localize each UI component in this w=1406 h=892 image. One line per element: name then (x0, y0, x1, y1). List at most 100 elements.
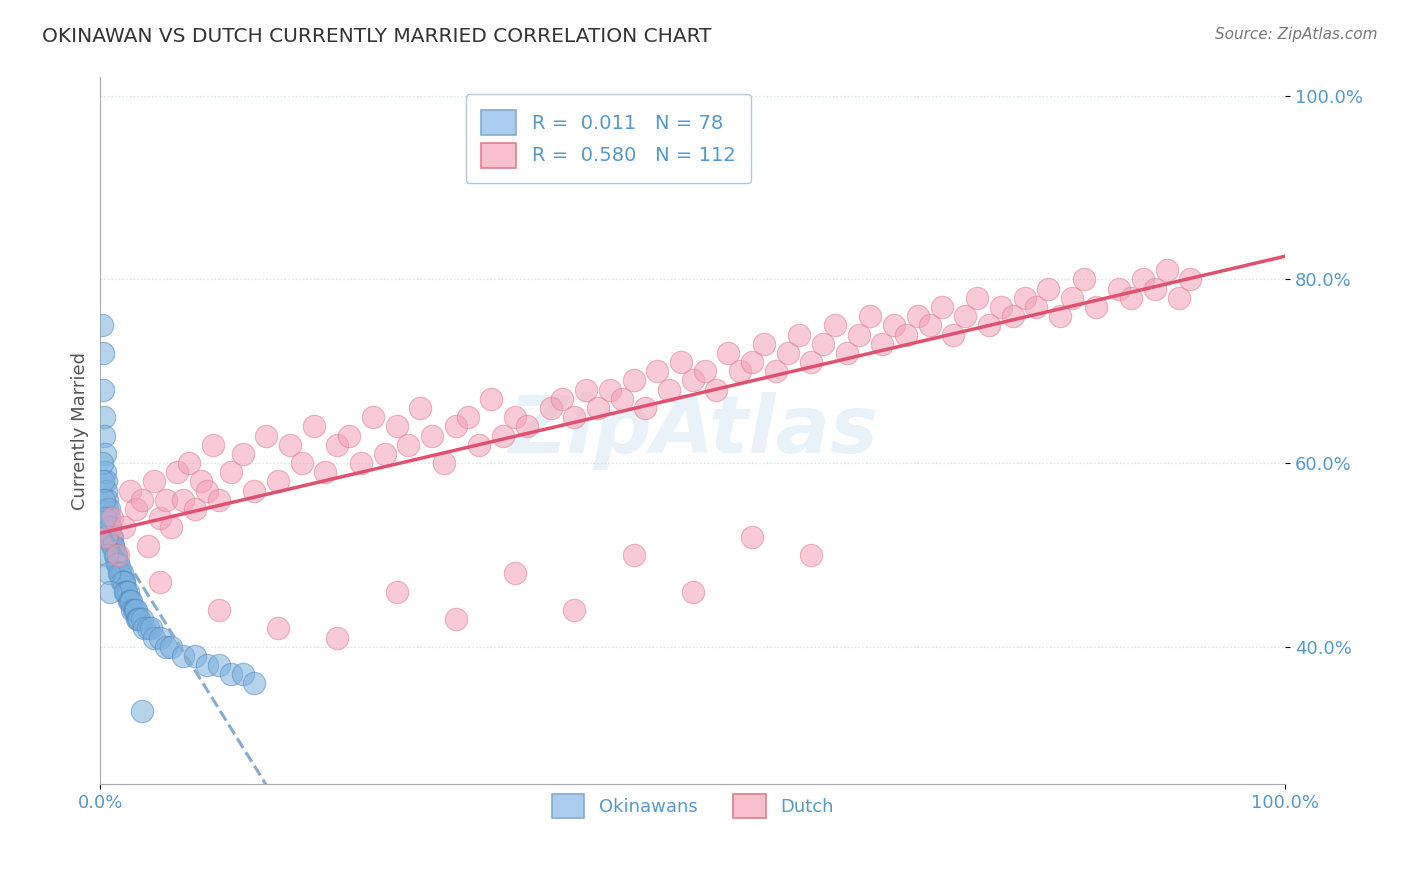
Point (208, 658, 231, 673)
Point (110, 566, 132, 581)
Point (848, 327, 870, 342)
Point (98, 584, 121, 599)
Point (114, 584, 136, 599)
Point (110, 566, 132, 581)
Point (149, 575, 172, 590)
Point (105, 557, 128, 571)
Point (184, 648, 207, 663)
Point (623, 548, 645, 562)
Point (1060, 291, 1083, 305)
Point (682, 373, 704, 387)
Point (800, 548, 823, 562)
Point (184, 502, 207, 516)
Point (1132, 272, 1154, 286)
Point (96, 529, 118, 543)
Point (1084, 300, 1107, 314)
Point (396, 438, 419, 452)
Point (111, 575, 134, 590)
Point (444, 419, 467, 434)
Point (231, 667, 253, 681)
Point (155, 492, 177, 507)
Point (350, 456, 373, 470)
Point (1180, 272, 1202, 286)
Point (894, 327, 917, 342)
Point (824, 318, 846, 333)
Point (131, 704, 153, 718)
Point (1156, 263, 1178, 277)
Point (112, 575, 135, 590)
Point (160, 520, 183, 534)
Point (503, 410, 526, 425)
Point (94, 465, 117, 479)
Point (931, 300, 953, 314)
Point (717, 346, 740, 360)
Point (107, 548, 129, 562)
Point (789, 327, 811, 342)
Point (91, 383, 114, 397)
Point (243, 676, 266, 690)
Point (231, 447, 253, 461)
Point (658, 383, 681, 397)
Point (1073, 272, 1095, 286)
Text: ZipAtlas: ZipAtlas (508, 392, 877, 470)
Point (141, 621, 163, 635)
Point (96, 483, 118, 498)
Point (96, 529, 118, 543)
Point (1025, 300, 1047, 314)
Point (741, 355, 763, 369)
Point (104, 548, 127, 562)
Point (93, 428, 115, 442)
Point (291, 456, 314, 470)
Point (91, 475, 114, 489)
Point (103, 539, 125, 553)
Point (121, 603, 143, 617)
Point (108, 566, 131, 581)
Point (516, 419, 538, 434)
Point (142, 631, 165, 645)
Point (1167, 291, 1189, 305)
Point (859, 309, 882, 323)
Point (98, 520, 121, 534)
Point (122, 603, 145, 617)
Point (562, 410, 585, 425)
Legend: Okinawans, Dutch: Okinawans, Dutch (544, 788, 841, 825)
Point (586, 401, 609, 415)
Point (124, 603, 146, 617)
Point (172, 648, 194, 663)
Point (97, 566, 120, 581)
Point (468, 438, 491, 452)
Point (645, 364, 668, 378)
Point (479, 392, 502, 406)
Point (115, 584, 138, 599)
Point (195, 658, 218, 673)
Point (977, 318, 1000, 333)
Point (91, 346, 114, 360)
Point (219, 667, 242, 681)
Point (562, 603, 585, 617)
Point (179, 456, 201, 470)
Point (208, 603, 231, 617)
Point (96, 502, 118, 516)
Point (97, 511, 120, 525)
Point (111, 575, 134, 590)
Point (115, 584, 138, 599)
Point (337, 428, 360, 442)
Point (90, 456, 112, 470)
Point (1049, 309, 1071, 323)
Point (107, 557, 129, 571)
Point (108, 566, 131, 581)
Point (254, 428, 277, 442)
Point (101, 529, 124, 543)
Point (765, 364, 787, 378)
Point (103, 548, 125, 562)
Point (114, 584, 136, 599)
Point (96, 475, 118, 489)
Point (98, 520, 121, 534)
Point (942, 327, 965, 342)
Point (93, 410, 115, 425)
Point (107, 557, 129, 571)
Point (131, 612, 153, 626)
Point (118, 594, 141, 608)
Point (155, 640, 177, 654)
Point (623, 373, 645, 387)
